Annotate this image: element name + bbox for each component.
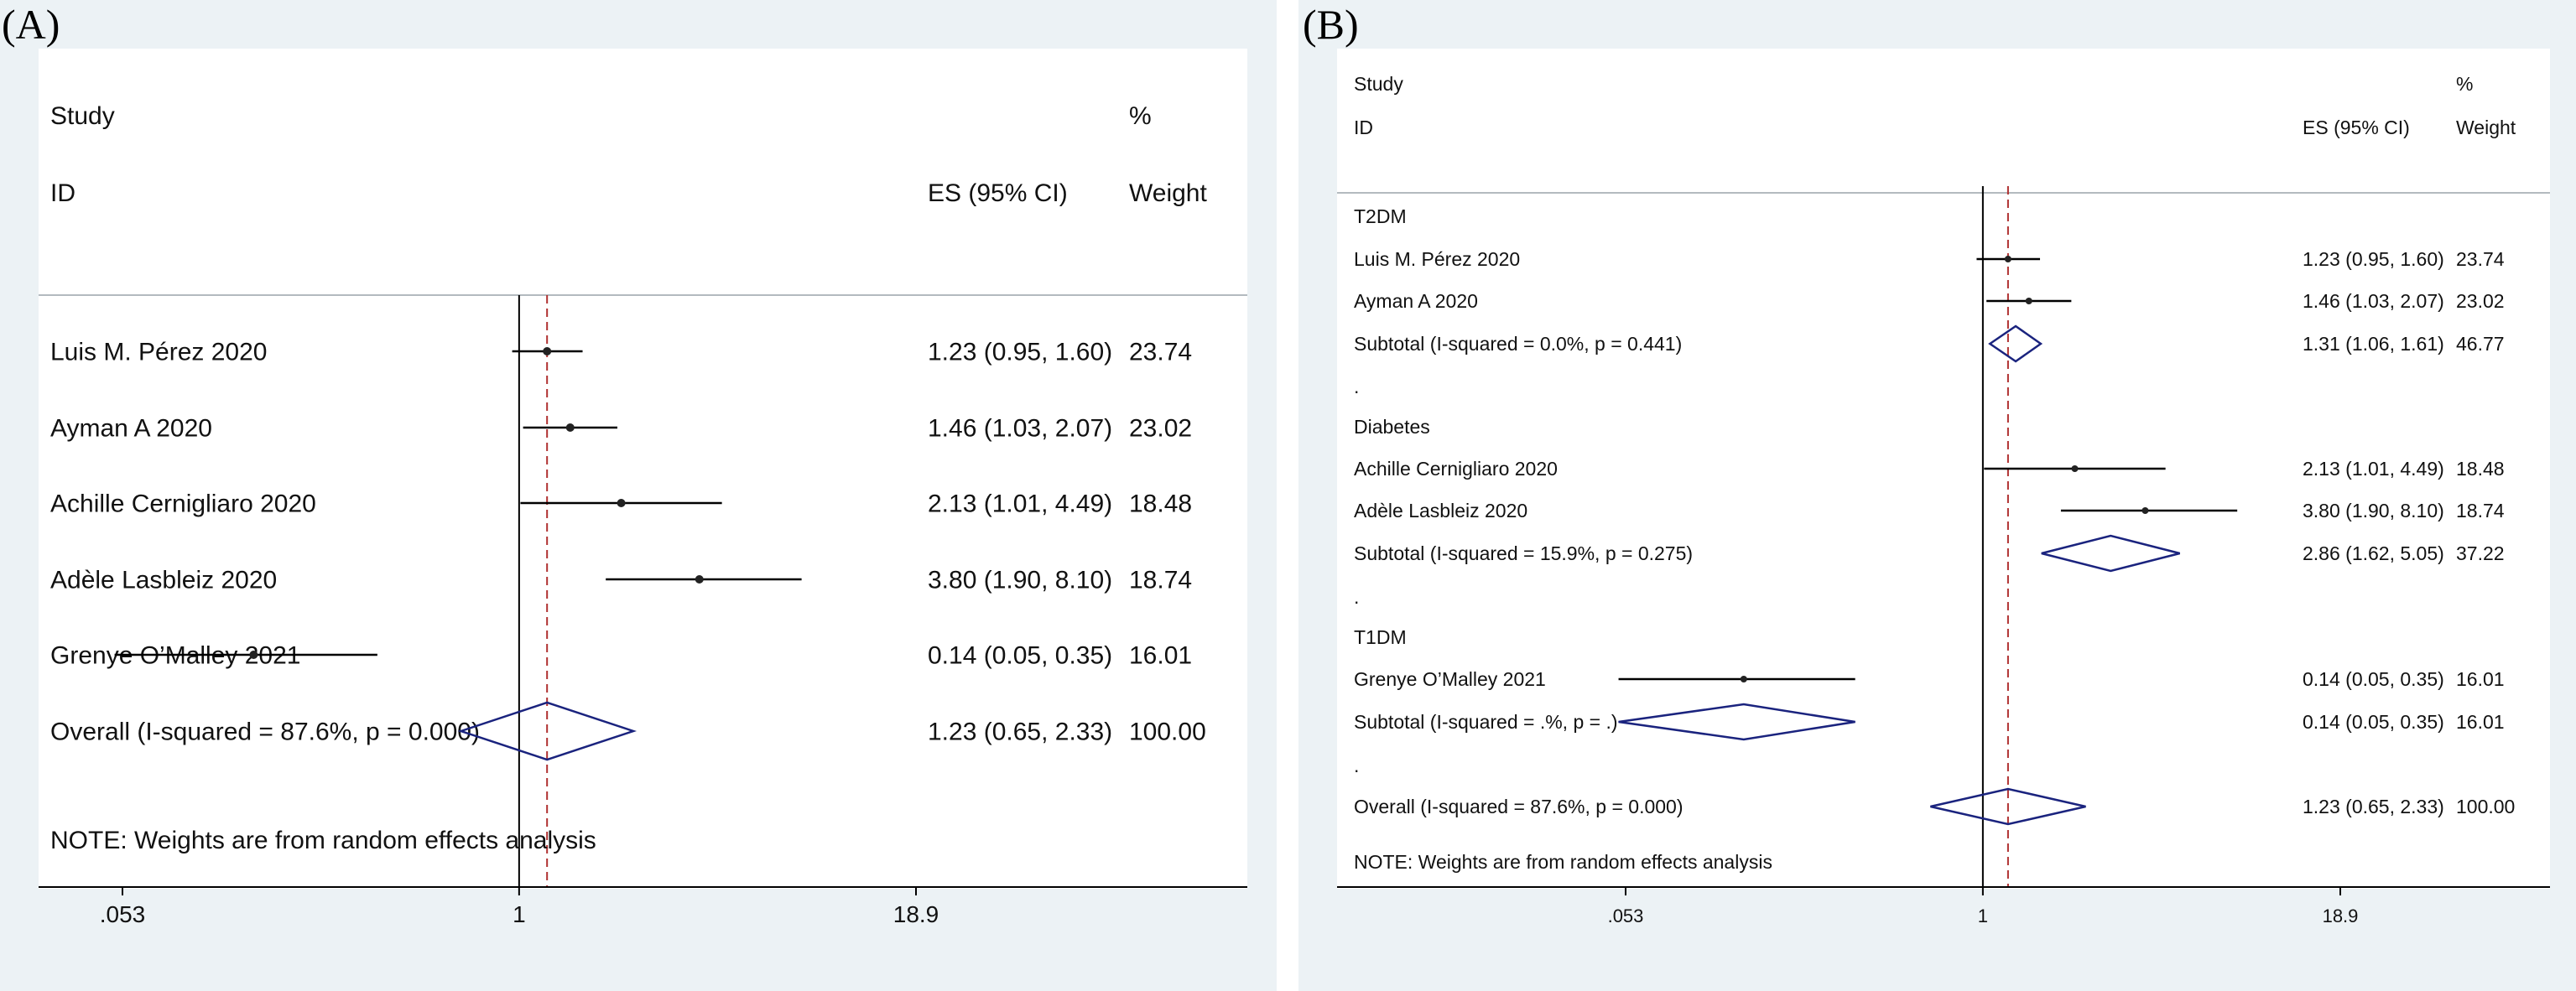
panel-a-header-id: ID [50,179,75,207]
panel-b-row-label: T1DM [1354,626,1407,648]
panel-a-tick-label: .053 [100,901,146,927]
panel-b-diamond [2041,534,2180,573]
panel-b-point-estimate [2071,465,2079,472]
panel-b-weight-text: 16.01 [2456,668,2505,690]
panel-a-es-text: 0.14 (0.05, 0.35) [928,642,1112,670]
panel-b-row-label: Grenye O’Malley 2021 [1354,668,1546,690]
panel-b-row-label: Diabetes [1354,416,1430,438]
panel-b-diamond [1618,703,1855,741]
panel-a-row-label: Luis M. Pérez 2020 [50,339,267,366]
panel-a-weight-text: 23.74 [1129,339,1192,366]
panel-a-row-label: Adèle Lasbleiz 2020 [50,567,277,594]
panel-b-weight-text: 18.48 [2456,458,2505,480]
panel-b-tick-label: 18.9 [2323,905,2359,926]
panel-a-header-study: Study [50,102,115,130]
panel-b-diamond [1988,324,2043,363]
panel-b-row-label: . [1354,586,1359,608]
panel-a-note: NOTE: Weights are from random effects an… [50,827,596,854]
panel-b-es-text: 3.80 (1.90, 8.10) [2303,500,2444,521]
panel-b-tick-label: .053 [1608,905,1644,926]
panel-a-es-text: 1.23 (0.65, 2.33) [928,719,1112,746]
panel-b-row-label: . [1354,376,1359,397]
panel-b-weight-text: 16.01 [2456,711,2505,733]
panel-b-row-label: . [1354,755,1359,776]
panel-a-diamond [457,701,637,761]
panel-b-row-label: T2DM [1354,205,1407,227]
panel-b-plot-area [1337,49,2550,889]
panel-b-row-label: Luis M. Pérez 2020 [1354,248,1520,270]
panel-a-weight-text: 16.01 [1129,642,1192,670]
panel-b-es-text: 2.13 (1.01, 4.49) [2303,458,2444,480]
panel-b-row-label: Subtotal (I-squared = 0.0%, p = 0.441) [1354,333,1682,355]
panel-a-weight-text: 23.02 [1129,415,1192,443]
panel-a-row-label: Achille Cernigliaro 2020 [50,490,316,518]
panel-b-row-label: Achille Cernigliaro 2020 [1354,458,1558,480]
panel-a-row-label: Ayman A 2020 [50,415,212,443]
panel-b-tick-label: 1 [1978,905,1988,926]
panel-a-row-label: Overall (I-squared = 87.6%, p = 0.000) [50,719,480,746]
panel-b-header-weight: Weight [2456,117,2516,138]
panel-b-row-label: Overall (I-squared = 87.6%, p = 0.000) [1354,796,1684,817]
panel-a-weight-text: 18.48 [1129,490,1192,518]
panel-a-label: (A) [2,1,60,48]
panel-b-point-estimate [2141,507,2149,514]
panel-a-es-text: 3.80 (1.90, 8.10) [928,567,1112,594]
panel-a-header-weight: Weight [1129,179,1207,207]
panel-b-label: (B) [1303,1,1359,48]
panel-b-note: NOTE: Weights are from random effects an… [1354,851,1772,873]
panel-a-point-estimate [617,499,626,507]
panel-a-tick-label: 1 [513,901,526,927]
panel-b-es-text: 0.14 (0.05, 0.35) [2303,668,2444,690]
panel-b-es-text: 0.14 (0.05, 0.35) [2303,711,2444,733]
panel-a-weight-text: 100.00 [1129,719,1206,746]
panel-a-weight-text: 18.74 [1129,567,1192,594]
panel-b-diamond [1930,787,2086,826]
panel-a-header-pct: % [1129,102,1152,130]
panel-b-row-label: Subtotal (I-squared = 15.9%, p = 0.275) [1354,542,1693,564]
panel-a-es-text: 2.13 (1.01, 4.49) [928,490,1112,518]
panel-b-header-es: ES (95% CI) [2303,117,2410,138]
panel-b-weight-text: 18.74 [2456,500,2505,521]
panel-a-point-estimate [249,651,258,659]
panel-a-point-estimate [695,575,704,584]
panel-b-weight-text: 23.02 [2456,290,2505,312]
panel-b-weight-text: 100.00 [2456,796,2515,817]
panel-b-point-estimate [2004,256,2011,262]
panel-a-point-estimate [565,423,575,432]
panel-b-weight-text: 23.74 [2456,248,2505,270]
panel-b-header-id: ID [1354,117,1373,138]
panel-b-row-label: Subtotal (I-squared = .%, p = .) [1354,711,1618,733]
panel-b-es-text: 1.46 (1.03, 2.07) [2303,290,2444,312]
panel-b-header-pct: % [2456,73,2473,95]
panel-a-point-estimate [543,347,552,355]
panel-a-es-text: 1.23 (0.95, 1.60) [928,339,1112,366]
panel-b-weight-text: 46.77 [2456,333,2505,355]
panel-b-row-label: Adèle Lasbleiz 2020 [1354,500,1527,521]
panel-a-header-es: ES (95% CI) [928,179,1068,207]
panel-b-row-label: Ayman A 2020 [1354,290,1478,312]
panel-b-es-text: 1.31 (1.06, 1.61) [2303,333,2444,355]
panel-a-es-text: 1.46 (1.03, 2.07) [928,415,1112,443]
panel-b-point-estimate [1740,676,1747,682]
panel-b-es-text: 1.23 (0.65, 2.33) [2303,796,2444,817]
panel-b-weight-text: 37.22 [2456,542,2505,564]
panel-a-plot-area [39,49,1247,889]
panel-b-es-text: 1.23 (0.95, 1.60) [2303,248,2444,270]
panel-b-header-study: Study [1354,73,1403,95]
panel-b-es-text: 2.86 (1.62, 5.05) [2303,542,2444,564]
panel-a-tick-label: 18.9 [893,901,939,927]
panel-b-point-estimate [2025,298,2032,304]
